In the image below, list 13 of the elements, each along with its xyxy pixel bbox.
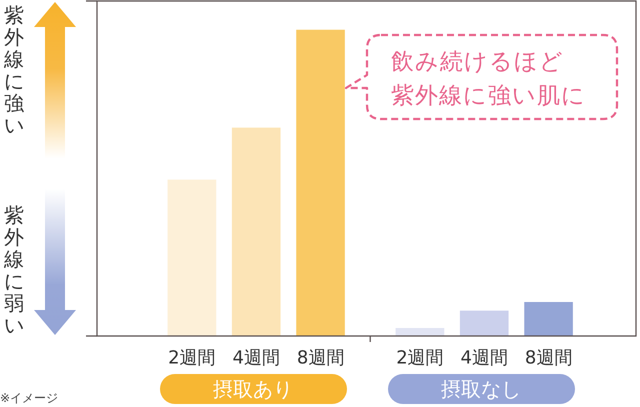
text: ※イメージ	[0, 391, 58, 405]
annotation: 紫外線に強い肌に	[391, 82, 586, 111]
x-tick-label: 2週間	[396, 347, 444, 368]
annotation: 飲み続けるほど	[391, 48, 564, 77]
x-tick-label: 2週間	[168, 347, 216, 368]
x-tick-label: 8週間	[296, 347, 344, 368]
text: 摂取なし	[388, 374, 575, 404]
x-tick-label: 8週間	[524, 347, 572, 368]
text: 紫外線に強い	[3, 3, 25, 137]
text: 紫外線に弱い	[3, 203, 25, 337]
x-tick-label: 4週間	[232, 347, 280, 368]
text: 摂取あり	[160, 374, 347, 404]
x-tick-label: 4週間	[460, 347, 508, 368]
